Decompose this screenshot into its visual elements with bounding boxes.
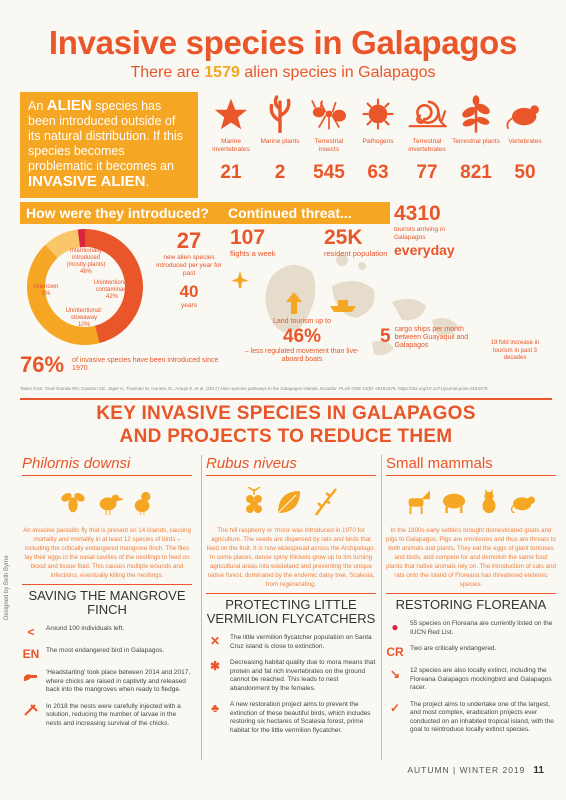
thorny-branch-icon — [314, 488, 337, 516]
column-description: The hill raspberry or 'mora' was introdu… — [206, 527, 376, 588]
bird-icon — [99, 494, 123, 515]
up-arrow-icon — [286, 292, 302, 314]
column-divider — [381, 455, 382, 760]
project-item: EN The most endangered bird in Galapagos. — [22, 647, 165, 661]
page-title: Invasive species in Galapagos — [48, 24, 518, 61]
project-item: ♣ A new restoration project aims to preve… — [211, 701, 371, 734]
pathogen-icon — [362, 98, 394, 130]
plane-icon — [231, 271, 249, 288]
stat-flights: 107 flights a week — [230, 226, 276, 258]
section-divider — [20, 398, 552, 400]
column-mammals: Small mammals In the 1800s early settler… — [386, 455, 556, 735]
intro-section: Intentionally introduced (mostly plants)… — [20, 222, 222, 382]
cat-icon — [482, 489, 496, 514]
stat-cargo-ships: 5 cargo ships per month between Guayaqui… — [380, 326, 469, 349]
category-marine-invertebrates: Marine invertebrates 21 — [206, 92, 256, 184]
chick-icon — [134, 491, 151, 515]
column-divider — [201, 455, 202, 760]
issue-label: AUTUMN | WINTER 2019 — [407, 765, 526, 775]
column-icons — [386, 482, 556, 522]
source-footnote: Taken from: Toral-Granda MV, Causton CE,… — [20, 386, 488, 391]
pig-icon — [442, 493, 466, 514]
project-item: ✕ The little vermilion flycatcher populat… — [209, 634, 372, 650]
project-item: ✱ Decreasing habitat quality due to mora … — [209, 659, 376, 692]
ant-icon — [311, 100, 346, 130]
category-terrestrial-plants: Terrestrial plants 821 — [451, 92, 501, 184]
column-philornis: Philornis downsi An invasive parasitic f… — [22, 455, 192, 728]
donut-slice — [77, 229, 85, 248]
leaf-icon — [277, 491, 300, 514]
key-species-title: KEY INVASIVE SPECIES IN GALAPAGOS AND PRO… — [96, 403, 476, 447]
project-item: ● 55 species on Floreana are currently li… — [391, 620, 553, 636]
page-subtitle: There are 1579 alien species in Galapago… — [130, 64, 436, 81]
project-heading: SAVING THE MANGROVE FINCH — [22, 584, 192, 617]
snail-icon — [408, 100, 447, 128]
intro-heading: How were they introduced? — [20, 202, 222, 224]
designer-credit: Designed by Beth Byrne — [4, 555, 10, 620]
species-categories: Marine invertebrates 21 Marine plants 2 … — [206, 92, 551, 192]
page-footer: AUTUMN | WINTER 2019 11 — [407, 765, 544, 776]
project-item: 'Headstarting' took place between 2014 a… — [22, 669, 192, 695]
stat-tourists: 4310 tourists arriving in Galapagos ever… — [394, 202, 455, 258]
category-terrestrial-insects: Terrestrial insects 545 — [304, 92, 354, 184]
column-icons — [22, 482, 192, 522]
column-heading: Rubus niveus — [206, 455, 376, 476]
column-description: An invasive parasitic fly that is presen… — [23, 527, 191, 579]
project-item: ✓ The project aims to undertake one of th… — [389, 700, 554, 734]
hand-icon — [24, 674, 37, 681]
stat-population: 25K resident population — [324, 226, 388, 258]
plant-icon — [462, 95, 490, 133]
column-heading: Small mammals — [386, 455, 556, 476]
donut-slice — [45, 229, 80, 258]
project-item: ↘ 12 species are also locally extinct, in… — [389, 667, 552, 691]
syringe-icon — [24, 703, 38, 716]
threat-section: 107 flights a week 25K resident populati… — [222, 202, 552, 392]
stat-new-per-year: 27 new alien species introduced per year… — [156, 228, 222, 309]
project-item: CR Two are critically endangered. — [386, 645, 497, 659]
introduction-donut-chart — [27, 229, 143, 345]
project-item: In 2018 the nests were carefully injecte… — [22, 703, 192, 729]
stat-fold-increase: 19 fold increase in tourism in past 3 de… — [490, 340, 540, 361]
project-item: < Around 100 individuals left. — [27, 625, 125, 639]
starfish-icon — [214, 98, 248, 130]
donut-label-contaminant: Unintentional: contaminant 42% — [93, 280, 131, 300]
project-heading: RESTORING FLOREANA — [386, 593, 556, 612]
category-marine-plants: Marine plants 2 — [255, 92, 305, 184]
donut-slice — [27, 244, 100, 345]
rodent-icon — [506, 105, 539, 129]
stat-since-1970: 76% of invasive species have been introd… — [20, 352, 219, 377]
seaweed-icon — [269, 95, 291, 133]
column-description: In the 1800s early settlers brought dome… — [386, 527, 556, 588]
donut-slice — [85, 229, 143, 344]
alien-definition-box: An ALIEN species has been introduced out… — [20, 92, 198, 198]
column-heading: Philornis downsi — [22, 455, 192, 476]
category-terrestrial-invertebrates: Terrestrial invertebrates 77 — [402, 92, 452, 184]
column-rubus: Rubus niveus The hill raspberry or 'mora… — [206, 455, 376, 735]
donut-label-stowaway: Unintentional: stowaway 10% — [65, 308, 103, 328]
fly-icon — [61, 493, 85, 513]
rat-icon — [510, 496, 535, 513]
stat-land-tourism: Land tourism up to 46% – less regulated … — [244, 318, 360, 363]
boat-icon — [330, 300, 356, 312]
project-heading: PROTECTING LITTLE VERMILION FLYCATCHERS — [206, 593, 376, 626]
category-pathogens: Pathogens 63 — [353, 92, 403, 184]
donut-label-intentional: Intentionally introduced (mostly plants)… — [66, 248, 106, 275]
page-number: 11 — [533, 765, 544, 776]
berry-icon — [246, 487, 262, 513]
threat-heading: Continued threat... — [222, 202, 390, 224]
column-icons — [206, 482, 376, 522]
donut-label-unknown: Unknown 2% — [33, 284, 59, 297]
category-vertebrates: Vertebrates 50 — [500, 92, 550, 184]
goat-icon — [408, 490, 430, 515]
